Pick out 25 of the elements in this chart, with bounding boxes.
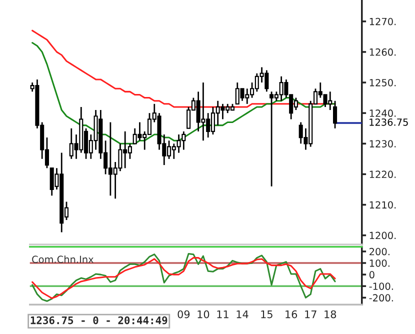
candlestick — [333, 100, 338, 130]
x-tick-label: 09 — [178, 310, 190, 318]
y-tick-label: -100. — [369, 282, 393, 290]
y-tick-label: 1210. — [370, 201, 396, 209]
x-tick-label: 14 — [236, 310, 248, 318]
y-tick-label: 1240. — [370, 110, 396, 117]
y-tick-label: 1250. — [370, 78, 396, 86]
y-tick-label: 0 — [369, 271, 374, 278]
y-tick-label: 1260. — [370, 48, 396, 56]
text: 1236.75 - 0 - 20:44:49 — [30, 316, 168, 324]
y-tick-label: 1200. — [370, 232, 396, 240]
y-tick-label: 100. — [370, 259, 390, 267]
y-tick-label: 200. — [370, 248, 390, 256]
y-tick-label: 1270. — [370, 18, 396, 26]
ref-line-label: 1236.75 — [370, 118, 408, 126]
x-tick-label: 17 — [305, 310, 316, 318]
y-tick-label: -200. — [369, 294, 393, 302]
x-tick-label: 16 — [286, 310, 298, 318]
x-tick-label: 15 — [261, 310, 272, 318]
x-tick-label: 10 — [198, 310, 210, 318]
text: Com.Chn.Inx — [32, 255, 94, 264]
x-tick-label: 18 — [324, 310, 336, 318]
y-tick-label: 1220. — [370, 170, 396, 178]
y-tick-label: 1230. — [370, 140, 396, 148]
x-tick-label: 11 — [217, 310, 228, 318]
